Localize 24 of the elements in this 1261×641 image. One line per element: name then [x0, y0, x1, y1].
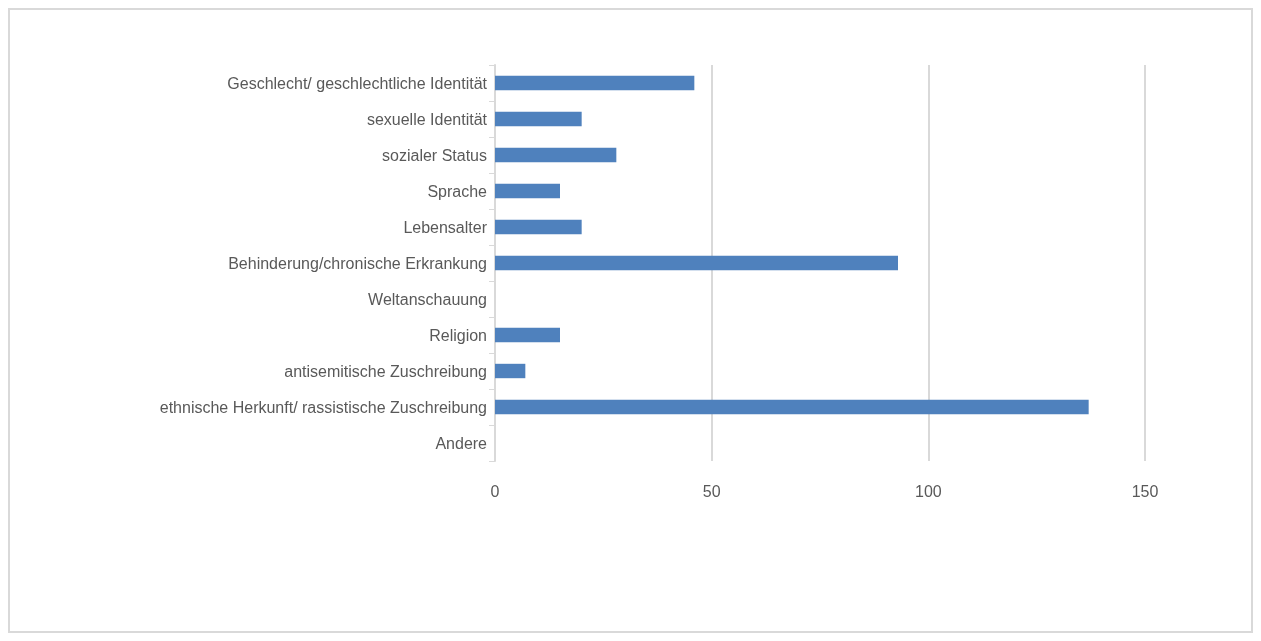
- y-tick-label: Lebensalter: [403, 218, 488, 236]
- y-tick-label: antisemitische Zuschreibung: [284, 362, 487, 380]
- y-tick-label: Andere: [435, 434, 488, 452]
- y-tick-label: Geschlecht/ geschlechtliche Identität: [227, 74, 488, 92]
- bar: [495, 399, 1089, 415]
- bar: [495, 147, 617, 163]
- bar: [495, 111, 582, 127]
- bar: [495, 75, 695, 91]
- bar: [495, 255, 898, 271]
- y-tick-label: sexuelle Identität: [366, 110, 488, 128]
- x-tick-label: 150: [1131, 482, 1159, 500]
- bar: [495, 363, 526, 379]
- bar: [495, 183, 560, 199]
- bar: [495, 219, 582, 235]
- x-tick-label: 0: [490, 482, 500, 500]
- y-tick-label: Behinderung/chronische Erkrankung: [228, 254, 487, 272]
- y-tick-label: sozialer Status: [382, 146, 487, 164]
- y-tick-label: Sprache: [427, 182, 488, 200]
- y-tick-label: Religion: [429, 326, 487, 344]
- bar: [495, 327, 560, 343]
- y-tick-label: Weltanschauung: [368, 290, 487, 308]
- y-tick-label: ethnische Herkunft/ rassistische Zuschreibung: [159, 398, 487, 416]
- x-tick-label: 50: [702, 482, 721, 500]
- x-tick-label: 100: [914, 482, 942, 500]
